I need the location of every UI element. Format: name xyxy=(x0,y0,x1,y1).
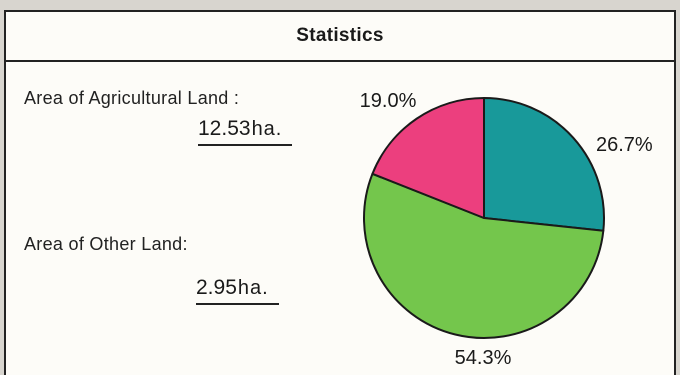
agricultural-land-value: 12.53ha. xyxy=(198,117,293,146)
agricultural-land-label: Area of Agricultural Land : xyxy=(24,88,240,108)
other-land-unit: ha. xyxy=(237,277,269,299)
other-land-value: 2.95ha. xyxy=(196,276,279,305)
agricultural-land-unit: ha. xyxy=(251,118,283,140)
pie-slice-2 xyxy=(363,172,605,339)
panel-title: Statistics xyxy=(6,12,674,62)
pie-slice-label-3: 19.0% xyxy=(360,90,417,112)
pie-slice-label-1: 26.7% xyxy=(596,134,653,156)
pie-slice-3 xyxy=(371,97,485,219)
agricultural-land-number: 12.53 xyxy=(198,117,251,140)
other-land-label: Area of Other Land: xyxy=(24,234,188,254)
pie-slice-1 xyxy=(483,97,605,232)
pie-slice-label-2: 54.3% xyxy=(455,347,512,369)
other-land-number: 2.95 xyxy=(196,276,237,299)
